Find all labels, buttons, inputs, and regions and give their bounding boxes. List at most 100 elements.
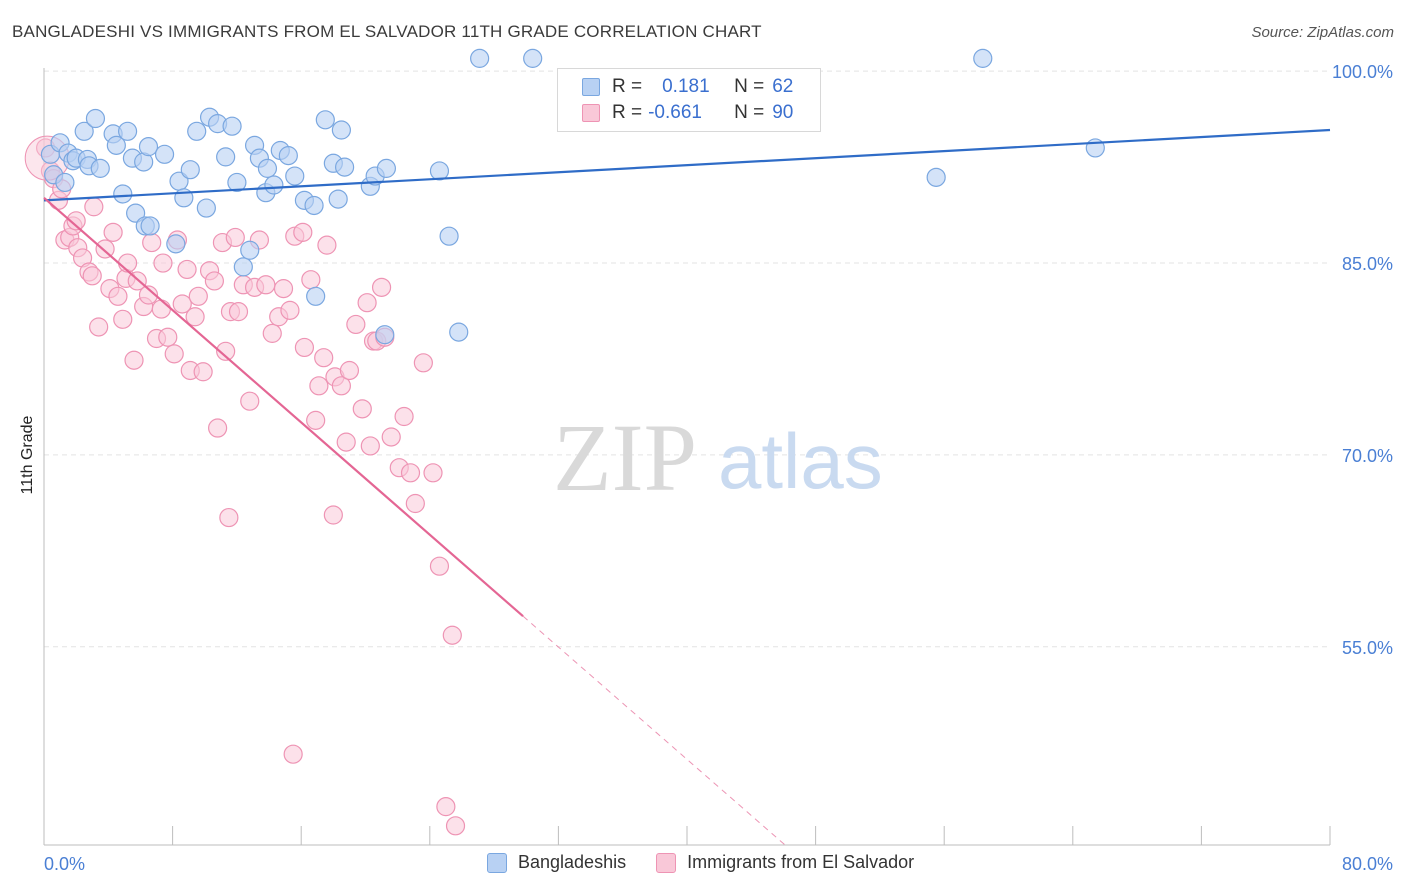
data-point-el-salvador	[151, 299, 171, 319]
data-point-el-salvador	[89, 317, 109, 337]
data-point-el-salvador	[423, 463, 443, 483]
data-point-el-salvador	[429, 556, 450, 576]
x-tick-label: 0.0%	[44, 854, 85, 874]
legend-r-value: -0.661	[648, 102, 702, 123]
data-point-el-salvador	[228, 302, 249, 322]
data-point-bangladeshis	[233, 257, 253, 277]
data-point-el-salvador	[108, 286, 128, 306]
data-point-el-salvador	[158, 327, 178, 347]
data-point-el-salvador	[117, 253, 138, 273]
series-el-salvador-points	[24, 135, 466, 836]
data-point-bangladeshis	[523, 48, 543, 68]
legend-row-bangladeshis: R = 0.181 N = 62	[582, 75, 793, 99]
data-point-bangladeshis	[439, 226, 459, 246]
data-point-el-salvador	[66, 211, 86, 231]
data-point-bangladeshis	[154, 144, 175, 164]
data-point-el-salvador	[188, 286, 208, 306]
data-point-bangladeshis	[429, 161, 450, 181]
data-point-bangladeshis	[187, 121, 207, 141]
data-point-el-salvador	[357, 293, 377, 313]
y-tick-label: 100.0%	[1332, 62, 1393, 82]
data-point-el-salvador	[153, 253, 173, 273]
data-point-el-salvador	[177, 259, 197, 280]
series-bangladeshis-points	[40, 48, 1105, 345]
data-point-el-salvador	[262, 323, 282, 343]
watermark-zip: ZIP	[553, 404, 697, 511]
data-point-bangladeshis	[470, 48, 490, 68]
data-point-bangladeshis	[126, 203, 146, 223]
data-point-el-salvador	[360, 436, 380, 456]
data-point-el-salvador	[225, 227, 245, 248]
data-point-el-salvador	[394, 406, 414, 427]
legend-swatch-pink	[656, 852, 677, 873]
data-point-el-salvador	[172, 294, 192, 314]
data-point-el-salvador	[113, 309, 133, 329]
y-tick-label: 55.0%	[1342, 638, 1393, 658]
data-point-el-salvador	[381, 427, 401, 447]
data-point-el-salvador	[193, 362, 213, 382]
data-point-el-salvador	[436, 797, 456, 817]
data-point-el-salvador	[103, 222, 123, 242]
trend-line-bangladeshis	[43, 128, 1331, 202]
data-point-el-salvador	[164, 344, 184, 364]
y-tick-label: 85.0%	[1342, 254, 1393, 274]
data-point-el-salvador	[124, 350, 144, 370]
legend-swatch-pink	[582, 104, 600, 122]
legend-n-label: N =	[734, 76, 765, 97]
data-point-el-salvador	[283, 744, 303, 764]
data-point-bangladeshis	[278, 146, 298, 166]
trend-line-el-salvador-extension	[522, 615, 786, 846]
data-point-bangladeshis	[264, 175, 284, 195]
data-point-bangladeshis	[257, 158, 278, 178]
data-point-bangladeshis	[55, 172, 75, 193]
data-point-bangladeshis	[106, 135, 126, 155]
data-point-el-salvador	[309, 376, 329, 396]
data-point-el-salvador	[445, 816, 466, 836]
data-point-el-salvador	[256, 275, 276, 295]
data-point-bangladeshis	[90, 158, 110, 178]
legend-swatch-blue	[582, 78, 600, 96]
watermark-atlas: atlas	[718, 417, 883, 505]
data-point-el-salvador	[400, 463, 421, 483]
data-point-bangladeshis	[315, 110, 335, 130]
trend-line-el-salvador	[43, 196, 524, 617]
data-point-el-salvador	[346, 314, 366, 335]
legend-r-label: R =	[612, 76, 643, 97]
trend-lines	[43, 128, 1331, 846]
x-tick-label: 80.0%	[1342, 854, 1393, 874]
data-point-bangladeshis	[74, 121, 94, 141]
data-point-el-salvador	[280, 300, 300, 320]
data-point-el-salvador	[95, 239, 115, 259]
data-point-bangladeshis	[113, 184, 133, 204]
legend-n-value: 62	[772, 76, 794, 97]
data-point-bangladeshis	[375, 325, 395, 345]
data-point-el-salvador	[84, 197, 104, 217]
data-point-bangladeshis	[376, 158, 396, 178]
data-point-bangladeshis	[222, 116, 242, 136]
data-point-bangladeshis	[138, 137, 159, 157]
legend-r-label: R =	[612, 102, 643, 123]
legend-swatch-blue	[487, 852, 507, 873]
data-point-el-salvador	[293, 222, 313, 242]
data-point-el-salvador	[413, 353, 433, 373]
data-point-el-salvador	[142, 232, 162, 253]
data-point-bangladeshis	[227, 172, 247, 193]
data-point-bangladeshis	[335, 157, 355, 177]
data-point-bangladeshis	[331, 120, 351, 140]
data-point-bangladeshis	[240, 240, 260, 260]
data-point-bangladeshis	[285, 166, 305, 186]
legend-row-el-salvador: R = -0.661 N = 90	[582, 101, 793, 125]
data-point-bangladeshis	[117, 121, 138, 141]
data-point-el-salvador	[208, 418, 228, 438]
y-tick-label: 70.0%	[1342, 446, 1393, 466]
data-point-bangladeshis	[926, 167, 946, 187]
data-point-bangladeshis	[140, 216, 160, 236]
data-point-el-salvador	[82, 266, 102, 286]
data-point-bangladeshis	[328, 189, 348, 209]
data-point-bangladeshis	[216, 147, 236, 167]
legend-r-value: 0.181	[662, 76, 710, 97]
legend-label-bangladeshis: Bangladeshis	[518, 852, 627, 872]
gridlines	[44, 70, 1330, 648]
data-point-el-salvador	[314, 348, 334, 368]
data-point-el-salvador	[352, 399, 372, 419]
